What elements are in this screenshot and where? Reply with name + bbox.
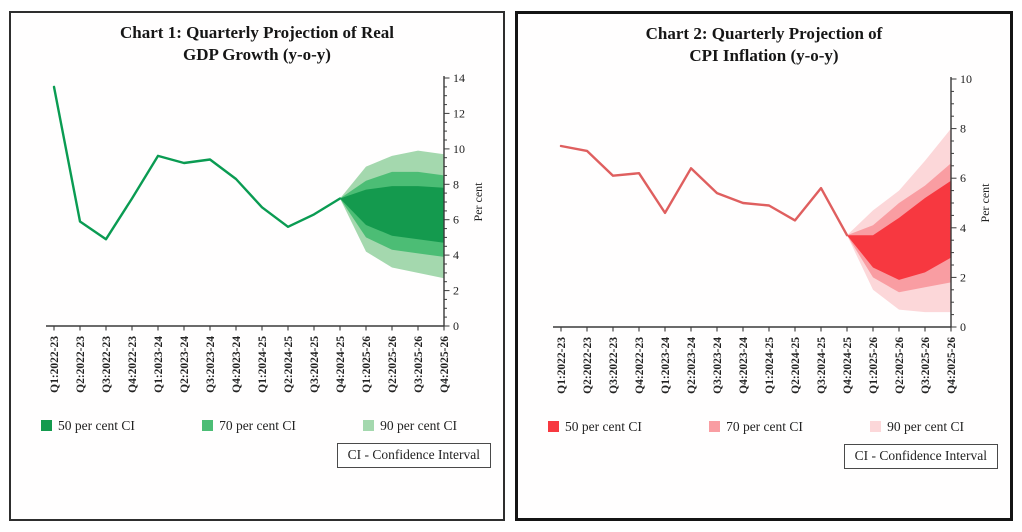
cpi-legend-item-50ci: 50 per cent CI — [548, 419, 642, 435]
svg-text:Q4:2022-23: Q4:2022-23 — [127, 336, 139, 393]
svg-text:Q1:2022-23: Q1:2022-23 — [49, 336, 61, 393]
svg-text:Q2:2025-26: Q2:2025-26 — [387, 336, 399, 393]
svg-text:6: 6 — [453, 213, 459, 227]
ci50-swatch-icon — [548, 421, 559, 433]
gdp-ci-abbreviation-note: CI - Confidence Interval — [336, 442, 491, 468]
svg-text:Q1:2022-23: Q1:2022-23 — [556, 337, 568, 394]
svg-text:Q4:2023-24: Q4:2023-24 — [231, 336, 243, 393]
svg-text:2: 2 — [453, 283, 459, 297]
gdp-legend-label-50ci: 50 per cent CI — [58, 417, 135, 433]
svg-text:Q2:2024-25: Q2:2024-25 — [283, 336, 295, 393]
gdp-projection-panel: Chart 1: Quarterly Projection of Real GDP… — [9, 11, 505, 521]
svg-text:4: 4 — [453, 248, 459, 262]
svg-text:Q2:2025-26: Q2:2025-26 — [894, 337, 906, 394]
svg-text:0: 0 — [960, 320, 966, 334]
gdp-chart-title-line2: GDP Growth (y-o-y) — [183, 45, 331, 65]
svg-text:Per cent: Per cent — [471, 182, 485, 222]
svg-text:Q3:2023-24: Q3:2023-24 — [205, 336, 217, 393]
gdp-legend-label-70ci: 70 per cent CI — [219, 417, 296, 433]
svg-text:12: 12 — [453, 106, 465, 120]
svg-text:14: 14 — [453, 71, 465, 85]
cpi-chart-title: Chart 2: Quarterly Projection of CPI Infl… — [646, 23, 883, 68]
svg-text:Q3:2025-26: Q3:2025-26 — [920, 337, 932, 394]
svg-text:8: 8 — [960, 121, 966, 135]
svg-text:0: 0 — [453, 319, 459, 333]
svg-text:4: 4 — [960, 221, 966, 235]
svg-text:2: 2 — [960, 270, 966, 284]
svg-text:Q2:2022-23: Q2:2022-23 — [75, 336, 87, 393]
cpi-legend-item-70ci: 70 per cent CI — [709, 419, 803, 435]
svg-text:Q2:2022-23: Q2:2022-23 — [582, 337, 594, 394]
svg-text:10: 10 — [453, 142, 465, 156]
cpi-legend-label-90ci: 90 per cent CI — [887, 418, 964, 434]
svg-text:Q4:2025-26: Q4:2025-26 — [439, 336, 451, 393]
gdp-legend-item-50ci: 50 per cent CI — [41, 418, 135, 434]
ci70-swatch-icon — [202, 420, 214, 432]
svg-text:Q1:2025-26: Q1:2025-26 — [361, 336, 373, 393]
cpi-ci-abbreviation-note: CI - Confidence Interval — [843, 443, 998, 469]
svg-text:Q3:2024-25: Q3:2024-25 — [309, 336, 321, 393]
svg-text:Q1:2024-25: Q1:2024-25 — [764, 337, 776, 394]
svg-text:Q2:2023-24: Q2:2023-24 — [179, 336, 191, 393]
svg-text:Q3:2025-26: Q3:2025-26 — [413, 336, 425, 393]
svg-text:6: 6 — [960, 171, 966, 185]
svg-text:Q1:2024-25: Q1:2024-25 — [257, 336, 269, 393]
gdp-legend: 50 per cent CI 70 per cent CI 90 per cen… — [11, 418, 503, 434]
cpi-legend: 50 per cent CI 70 per cent CI 90 per cen… — [518, 419, 1010, 435]
cpi-legend-label-70ci: 70 per cent CI — [726, 418, 803, 434]
cpi-legend-item-90ci: 90 per cent CI — [870, 419, 964, 435]
svg-text:Q4:2024-25: Q4:2024-25 — [842, 337, 854, 394]
gdp-fan-chart-svg: Q1:2022-23 Q2:2022-23 Q3:2022-23 Q4:2022-23… — [46, 71, 485, 393]
svg-text:Q1:2025-26: Q1:2025-26 — [868, 337, 880, 394]
gdp-chart-title-line1: Chart 1: Quarterly Projection of Real — [120, 23, 394, 42]
svg-text:8: 8 — [453, 177, 459, 191]
svg-text:Q2:2024-25: Q2:2024-25 — [790, 337, 802, 394]
svg-text:10: 10 — [960, 72, 972, 86]
gdp-legend-label-90ci: 90 per cent CI — [380, 417, 457, 433]
ci70-swatch-icon — [709, 421, 721, 433]
svg-text:Q4:2022-23: Q4:2022-23 — [634, 337, 646, 394]
svg-text:Q3:2022-23: Q3:2022-23 — [608, 337, 620, 394]
cpi-chart-title-line1: Chart 2: Quarterly Projection of — [645, 24, 883, 43]
ci90-swatch-icon — [363, 420, 375, 432]
gdp-chart-title: Chart 1: Quarterly Projection of Real GDP… — [120, 22, 394, 67]
ci50-swatch-icon — [41, 420, 52, 432]
svg-text:Q4:2024-25: Q4:2024-25 — [335, 336, 347, 393]
gdp-legend-item-90ci: 90 per cent CI — [363, 418, 457, 434]
svg-text:Q1:2023-24: Q1:2023-24 — [660, 337, 672, 394]
svg-text:Q1:2023-24: Q1:2023-24 — [153, 336, 165, 393]
svg-text:Q2:2023-24: Q2:2023-24 — [686, 337, 698, 394]
cpi-fan-chart-svg: Q1:2022-23 Q2:2022-23 Q3:2022-23 Q4:2022-23… — [553, 72, 992, 394]
svg-text:Per cent: Per cent — [978, 183, 992, 223]
svg-text:Q4:2023-24: Q4:2023-24 — [738, 337, 750, 394]
svg-text:Q4:2025-26: Q4:2025-26 — [946, 337, 958, 394]
svg-text:Q3:2024-25: Q3:2024-25 — [816, 337, 828, 394]
cpi-legend-label-50ci: 50 per cent CI — [565, 418, 642, 434]
svg-text:Q3:2022-23: Q3:2022-23 — [101, 336, 113, 393]
cpi-inflation-panel: Chart 2: Quarterly Projection of CPI Infl… — [515, 11, 1013, 521]
gdp-legend-item-70ci: 70 per cent CI — [202, 418, 296, 434]
cpi-chart-title-line2: CPI Inflation (y-o-y) — [689, 46, 839, 66]
ci90-swatch-icon — [870, 421, 882, 433]
svg-text:Q3:2023-24: Q3:2023-24 — [712, 337, 724, 394]
